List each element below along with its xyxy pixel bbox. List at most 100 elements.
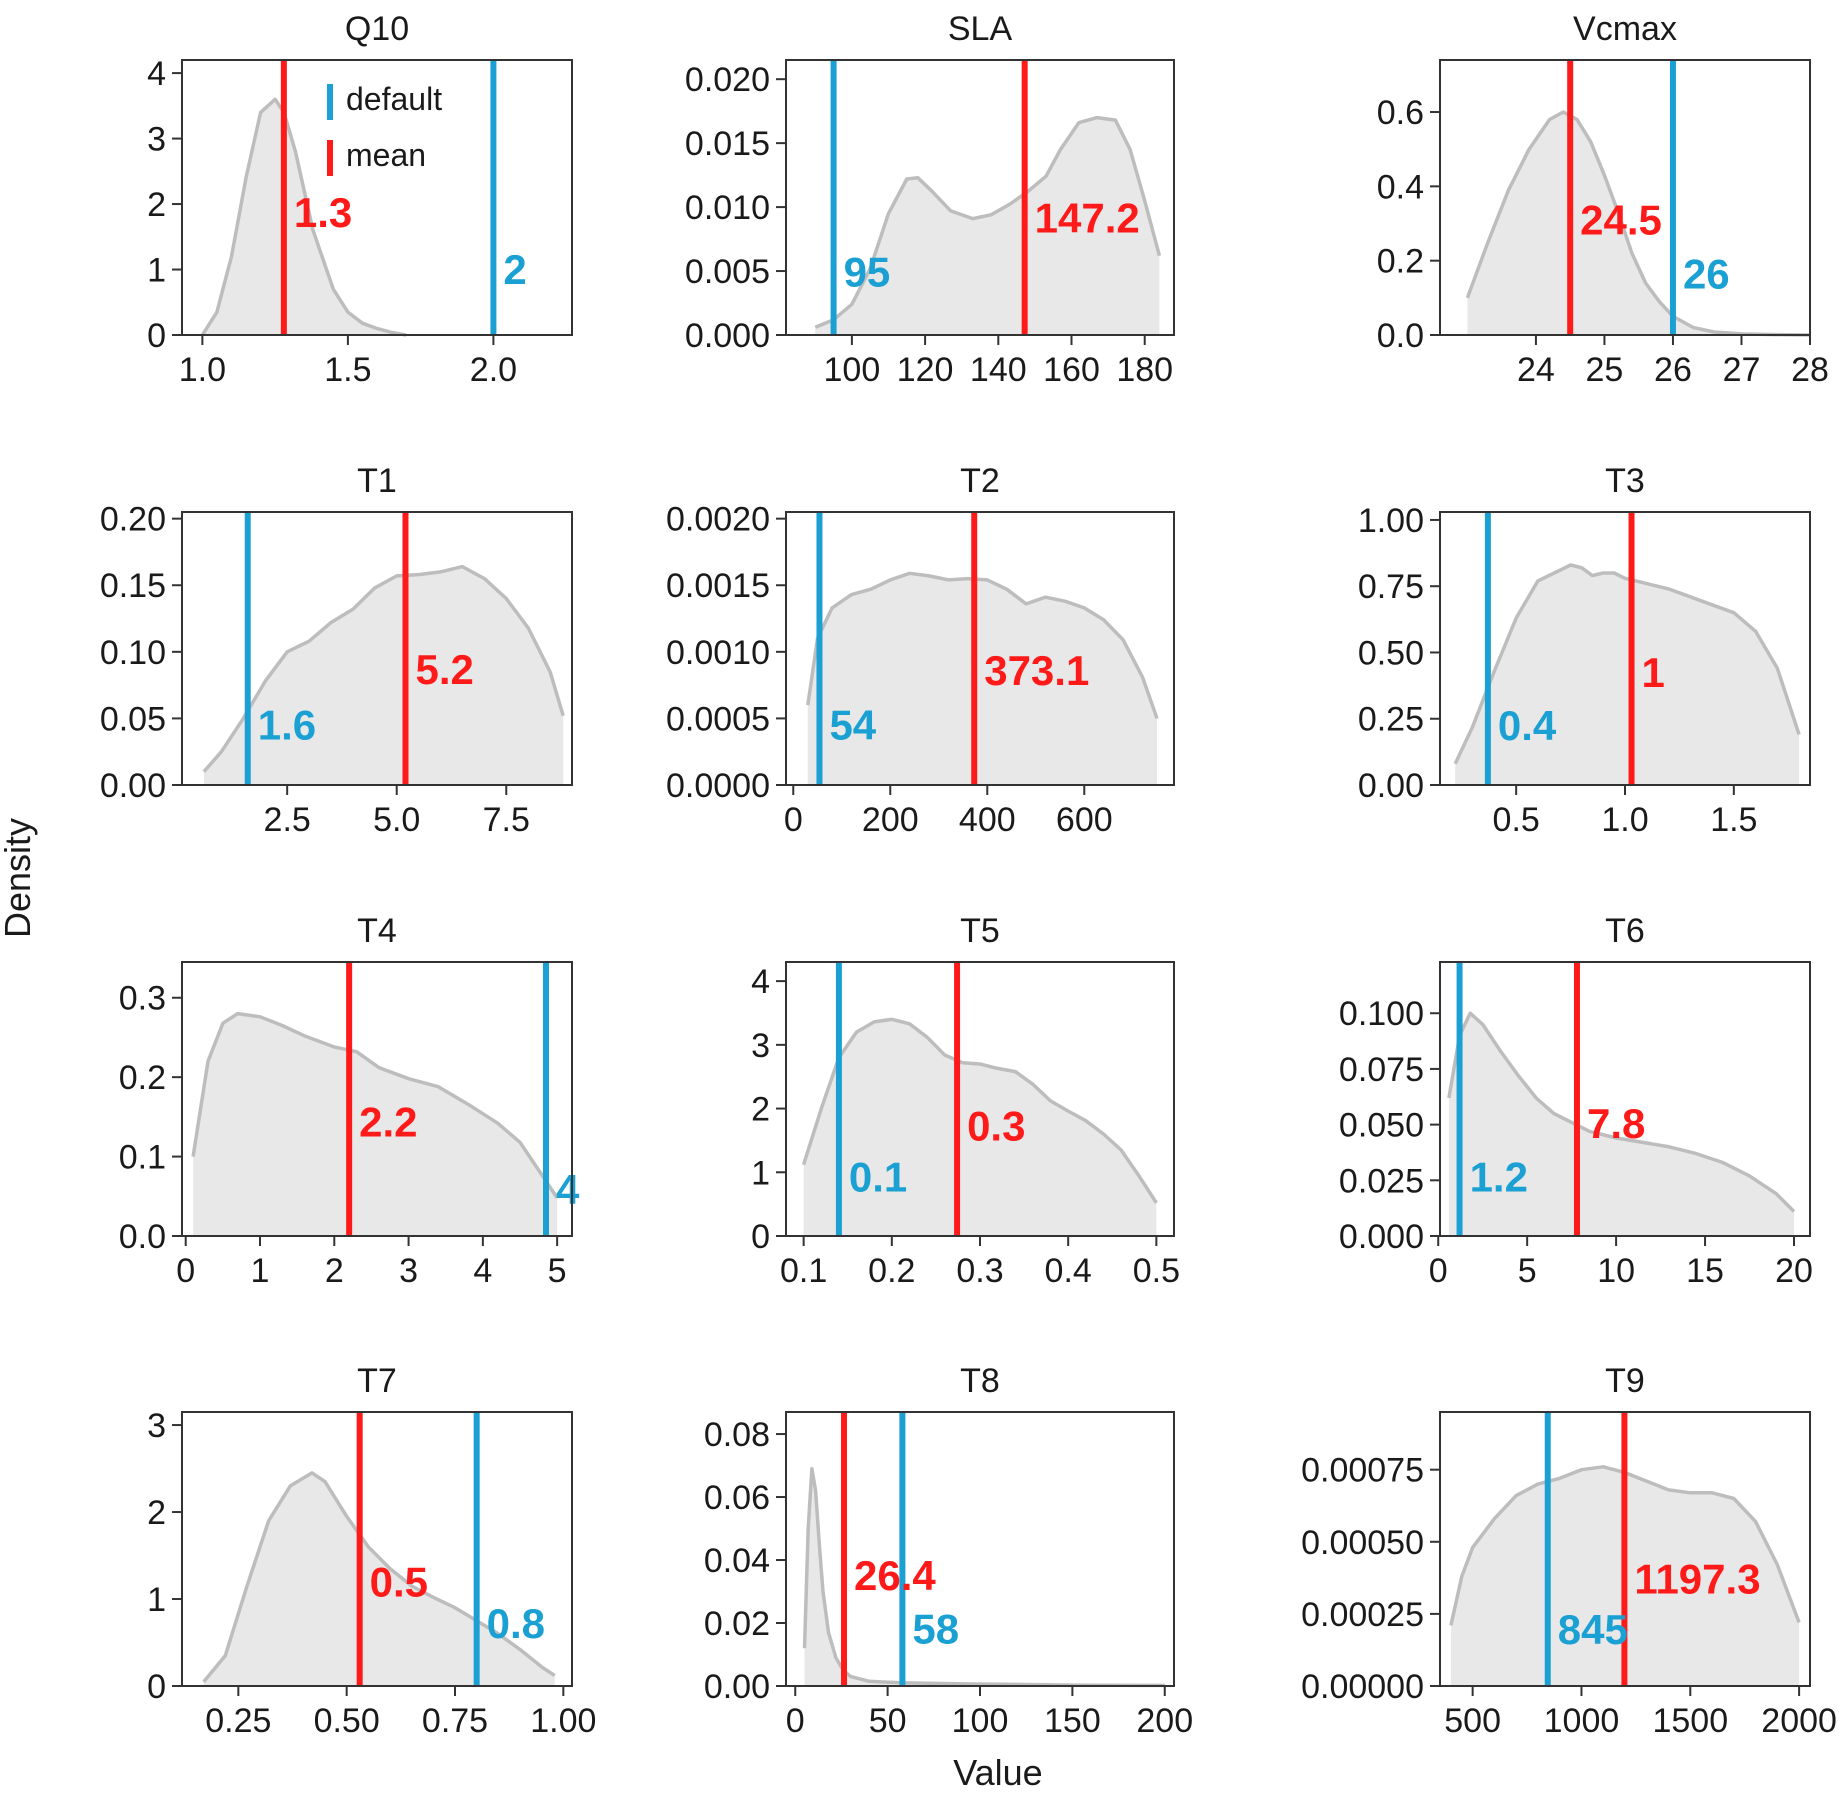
y-tick-label: 0.08	[704, 1416, 770, 1454]
panel-title: Q10	[345, 10, 409, 48]
density-curve	[191, 1011, 559, 1199]
y-tick-label: 0.00	[704, 1668, 770, 1706]
x-tick-label: 7.5	[483, 801, 530, 839]
x-tick-label: 0.5	[1493, 801, 1540, 839]
panel-frame	[181, 511, 573, 786]
x-tick-label: 2	[325, 1252, 344, 1290]
y-tick-label: 0.00	[100, 767, 166, 805]
legend: default mean	[327, 81, 442, 176]
y-tick-label: 3	[147, 1407, 166, 1445]
y-tick-label: 0.010	[685, 189, 770, 227]
panel-t1: T1 5.2 1.6 2.5 5.0 7.5 0.00 0.05 0.10 0.15 0.20	[100, 462, 573, 839]
y-tick-label: 0.10	[100, 634, 166, 672]
y-tick-label: 0.0005	[666, 700, 770, 738]
x-tick-label: 5	[1518, 1252, 1537, 1290]
panel-frame	[181, 59, 573, 336]
y-tick-label: 4	[147, 55, 166, 93]
x-tick-label: 0.75	[422, 1702, 488, 1740]
panel-t6: T6 7.8 1.2 0 5 10 15 20 0.000 0.025 0.050 0.075 0.10…	[1339, 912, 1813, 1290]
y-tick-label: 3	[751, 1027, 770, 1065]
y-tick-label: 0.00	[1358, 767, 1424, 805]
density-curve	[1449, 1465, 1801, 1626]
y-tick-label: 0	[751, 1218, 770, 1256]
y-tick-label: 0.075	[1339, 1051, 1424, 1089]
x-tick-label: 150	[1044, 1702, 1101, 1740]
y-tick-label: 0.50	[1358, 634, 1424, 672]
y-tick-label: 0.04	[704, 1542, 770, 1580]
default-value-label: 54	[829, 702, 876, 749]
x-tick-label: 400	[959, 801, 1016, 839]
x-tick-label: 0	[786, 1702, 805, 1740]
density-curve	[806, 571, 1159, 719]
y-tick-label: 0.25	[1358, 701, 1424, 739]
x-tick-label: 1500	[1652, 1702, 1728, 1740]
x-tick-label: 20	[1775, 1252, 1813, 1290]
x-tick-label: 0.4	[1045, 1252, 1092, 1290]
y-tick-label: 0.6	[1377, 94, 1424, 132]
y-tick-label: 0.1	[119, 1139, 166, 1177]
y-tick-label: 0.02	[704, 1605, 770, 1643]
y-tick-label: 0.00050	[1301, 1524, 1424, 1562]
mean-value-label: 0.3	[967, 1102, 1025, 1149]
y-tick-label: 0.020	[685, 61, 770, 99]
density-area	[203, 1472, 555, 1686]
x-tick-label: 200	[1136, 1702, 1193, 1740]
mean-value-label: 24.5	[1580, 197, 1662, 244]
density-area	[1455, 565, 1800, 785]
y-tick-label: 0.0020	[666, 501, 770, 539]
panel-title: T6	[1605, 912, 1645, 950]
panel-t8: T8 26.4 58 0 50 100 150 200 0.00 0.02 0.04 0.06 0.08	[704, 1362, 1193, 1740]
x-tick-label: 3	[399, 1252, 418, 1290]
x-tick-label: 1.0	[179, 351, 226, 389]
y-tick-label: 1	[751, 1154, 770, 1192]
mean-value-label: 0.5	[370, 1558, 428, 1605]
x-tick-label: 0.5	[1133, 1252, 1180, 1290]
x-tick-label: 25	[1586, 351, 1624, 389]
default-value-label: 0.1	[849, 1153, 907, 1200]
x-tick-label: 50	[869, 1702, 907, 1740]
x-tick-label: 1.5	[324, 351, 371, 389]
panel-t4: T4 2.2 4 0 1 2 3 4 5 0.0 0.1 0.2 0.3	[119, 912, 580, 1290]
x-tick-label: 1.00	[530, 1702, 596, 1740]
mean-value-label: 2.2	[359, 1099, 417, 1146]
y-tick-label: 0.75	[1358, 568, 1424, 606]
y-tick-label: 4	[751, 963, 770, 1001]
legend-label-default: default	[346, 81, 442, 117]
x-tick-label: 120	[897, 351, 954, 389]
density-area	[1467, 112, 1810, 335]
x-tick-label: 1000	[1544, 1702, 1620, 1740]
mean-value-label: 26.4	[854, 1552, 936, 1599]
y-tick-label: 0.000	[1339, 1218, 1424, 1256]
mean-value-label: 1	[1642, 649, 1665, 696]
x-tick-label: 15	[1686, 1252, 1724, 1290]
x-tick-label: 600	[1056, 801, 1113, 839]
density-curve	[200, 97, 407, 337]
x-tick-label: 0.3	[956, 1252, 1003, 1290]
density-curve	[801, 1017, 1158, 1204]
x-tick-label: 0.2	[868, 1252, 915, 1290]
x-tick-label: 4	[473, 1252, 492, 1290]
y-tick-label: 2	[751, 1091, 770, 1129]
density-curve	[1453, 563, 1801, 765]
panel-title: T3	[1605, 462, 1645, 500]
panels-layer: Q10 1.3 2 1.0 1.5 2.0 0 1 2 3 4 default mean SLA 147.2…	[100, 10, 1837, 1740]
default-value-label: 845	[1558, 1606, 1628, 1653]
density-area	[202, 99, 407, 335]
x-tick-label: 0.25	[205, 1702, 271, 1740]
panel-title: Vcmax	[1573, 10, 1677, 48]
x-tick-label: 0.50	[314, 1702, 380, 1740]
x-tick-label: 500	[1444, 1702, 1501, 1740]
default-value-label: 1.2	[1470, 1153, 1528, 1200]
y-tick-label: 2	[147, 186, 166, 224]
x-tick-label: 1	[251, 1252, 270, 1290]
y-tick-label: 1	[147, 1581, 166, 1619]
mean-value-label: 1197.3	[1634, 1556, 1760, 1603]
panel-t3: T3 1 0.4 0.5 1.0 1.5 0.00 0.25 0.50 0.75 1.00	[1358, 462, 1811, 839]
panel-frame	[181, 961, 573, 1237]
y-tick-label: 0.00025	[1301, 1596, 1424, 1634]
x-tick-label: 180	[1116, 351, 1173, 389]
x-tick-label: 100	[952, 1702, 1009, 1740]
panel-title: T8	[960, 1362, 1000, 1400]
y-tick-label: 2	[147, 1494, 166, 1532]
